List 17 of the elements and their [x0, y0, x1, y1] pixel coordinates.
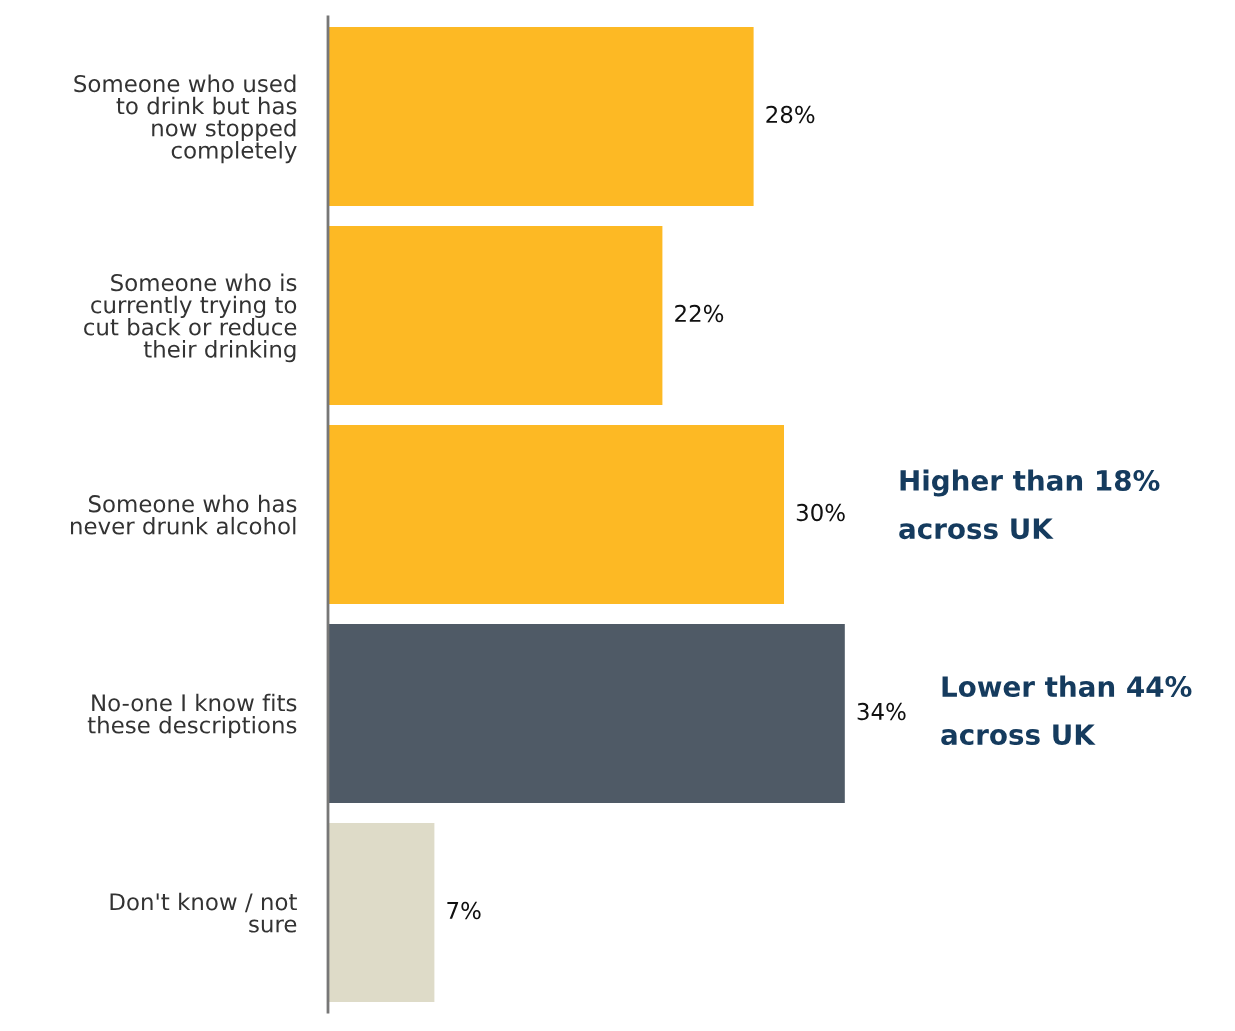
bar [328, 26, 754, 207]
data-label: 30% [796, 503, 845, 522]
text: Lower than 44% across UK [941, 675, 1192, 746]
y-tick-label: Don't know / not sure [110, 892, 297, 933]
y-tick-label: Someone who is currently trying to cut back or reduce their drinking [84, 273, 297, 363]
bar [328, 424, 785, 605]
data-label: 22% [675, 304, 724, 323]
y-tick-label: Someone who has never drunk alcohol [71, 494, 297, 535]
bar [328, 822, 435, 1003]
y-tick-label: No-one I know fits these descriptions [87, 693, 297, 739]
data-label: 28% [766, 105, 815, 124]
data-label: 34% [857, 702, 906, 721]
text: Higher than 18% across UK [899, 469, 1160, 540]
data-label: 7% [447, 901, 481, 920]
bar [328, 225, 663, 406]
bar [328, 623, 845, 804]
y-tick-label: Someone who used to drink but has now stopped completely [74, 74, 297, 164]
